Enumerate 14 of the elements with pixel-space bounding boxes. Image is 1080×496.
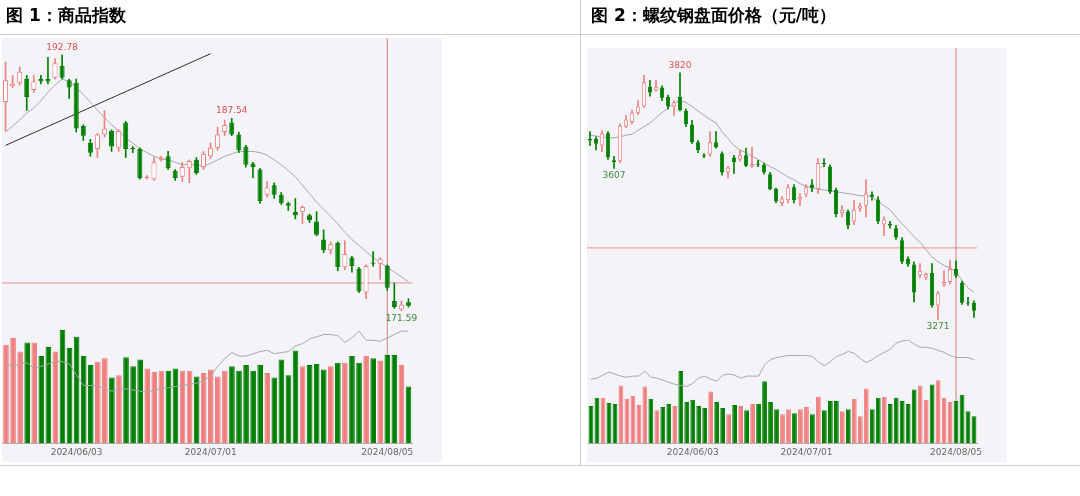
annotation: 3820 [668, 59, 692, 70]
chart-title: 图 1：商品指数 [6, 4, 126, 27]
annotation: 192.78 [46, 41, 79, 52]
annotation: 187.54 [215, 105, 248, 116]
x-tick-label: 2024/07/01 [780, 446, 833, 457]
chart-title: 图 2：螺纹钢盘面价格（元/吨） [591, 4, 836, 27]
x-tick-label: 2024/07/01 [184, 446, 237, 457]
x-tick-label: 2024/08/05 [361, 446, 414, 457]
annotation: 171.59 [385, 312, 418, 323]
x-tick-label: 2024/06/03 [50, 446, 103, 457]
annotation: 3607 [602, 170, 626, 181]
annotation: 3271 [926, 321, 950, 332]
x-tick-label: 2024/08/05 [930, 446, 982, 457]
x-tick-label: 2024/06/03 [666, 446, 719, 457]
